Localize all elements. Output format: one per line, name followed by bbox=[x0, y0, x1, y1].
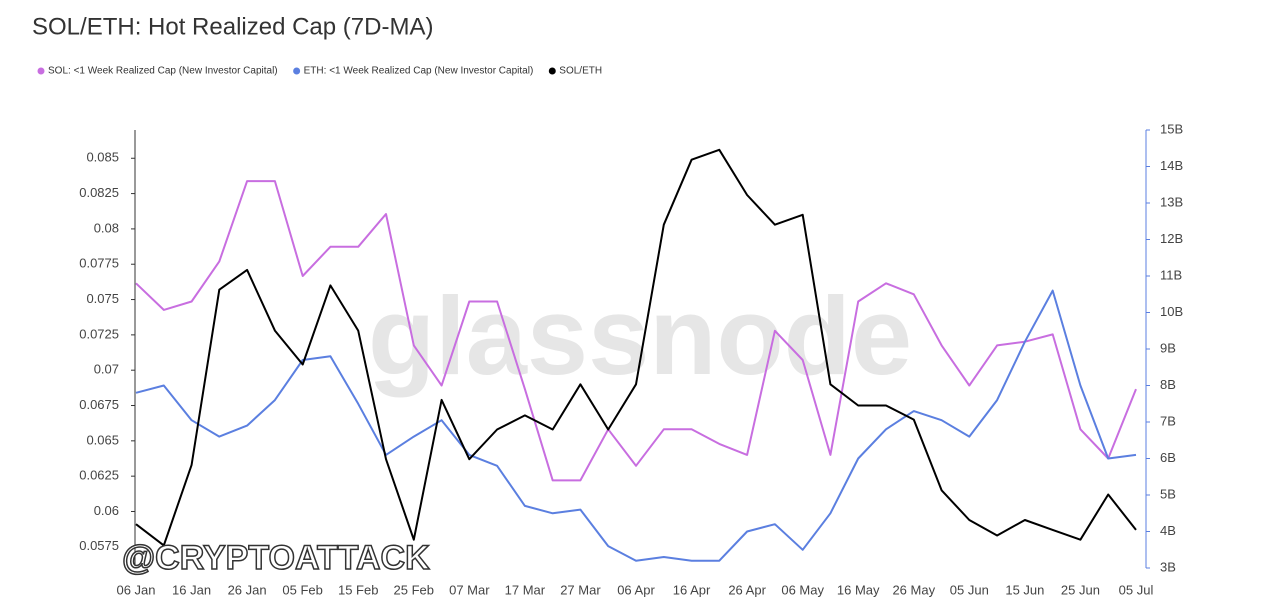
x-tick-label: 25 Feb bbox=[394, 582, 434, 597]
x-tick-label: 06 May bbox=[781, 582, 824, 597]
y-tick-label: 0.085 bbox=[86, 150, 119, 165]
y2-tick-label: 5B bbox=[1160, 486, 1176, 501]
x-tick-label: 06 Jan bbox=[116, 582, 155, 597]
watermark: @CRYPTOATTACK bbox=[122, 539, 430, 577]
x-tick-label: 05 Jul bbox=[1119, 582, 1154, 597]
y2-tick-label: 13B bbox=[1160, 194, 1183, 209]
y-tick-label: 0.065 bbox=[86, 432, 119, 447]
x-tick-label: 07 Mar bbox=[449, 582, 490, 597]
x-tick-label: 26 May bbox=[892, 582, 935, 597]
y-tick-label: 0.0675 bbox=[79, 397, 119, 412]
y-tick-label: 0.075 bbox=[86, 291, 119, 306]
legend-marker bbox=[37, 67, 45, 75]
y-tick-label: 0.07 bbox=[94, 362, 119, 377]
x-tick-label: 16 Jan bbox=[172, 582, 211, 597]
y2-tick-label: 11B bbox=[1160, 267, 1182, 282]
x-tick-label: 26 Apr bbox=[728, 582, 766, 597]
x-tick-label: 06 Apr bbox=[617, 582, 655, 597]
y-tick-label: 0.0825 bbox=[79, 185, 119, 200]
y2-tick-label: 10B bbox=[1160, 304, 1183, 319]
x-tick-label: 05 Feb bbox=[282, 582, 322, 597]
y-tick-label: 0.0725 bbox=[79, 326, 119, 341]
y2-tick-label: 6B bbox=[1160, 450, 1176, 465]
y2-tick-label: 7B bbox=[1160, 413, 1176, 428]
series-line bbox=[135, 180, 1137, 482]
legend-label: SOL/ETH bbox=[559, 66, 602, 77]
y2-tick-label: 9B bbox=[1160, 340, 1176, 355]
plot-area: 0.0575 0.06 0.0625 0.065 0.0675 0.07 0.0725 0.0… bbox=[79, 121, 1183, 597]
series-line bbox=[135, 148, 1137, 547]
legend-label: SOL: <1 Week Realized Cap (New Investor … bbox=[48, 66, 278, 77]
x-tick-label: 16 May bbox=[837, 582, 880, 597]
x-tick-label: 15 Jun bbox=[1005, 582, 1044, 597]
x-tick-label: 05 Jun bbox=[950, 582, 989, 597]
y-tick-label: 0.06 bbox=[94, 503, 119, 518]
y-tick-label: 0.0625 bbox=[79, 468, 119, 483]
x-tick-label: 16 Apr bbox=[673, 582, 711, 597]
x-tick-label: 27 Mar bbox=[560, 582, 601, 597]
series-line bbox=[135, 289, 1137, 562]
x-tick-label: 25 Jun bbox=[1061, 582, 1100, 597]
y2-tick-label: 3B bbox=[1160, 559, 1176, 574]
y-tick-label: 0.0575 bbox=[79, 538, 119, 553]
x-tick-label: 17 Mar bbox=[505, 582, 546, 597]
y2-tick-label: 14B bbox=[1160, 158, 1183, 173]
y2-tick-label: 8B bbox=[1160, 377, 1176, 392]
y-tick-label: 0.08 bbox=[94, 220, 119, 235]
y2-tick-label: 15B bbox=[1160, 121, 1183, 136]
legend-marker bbox=[293, 67, 301, 75]
x-tick-label: 15 Feb bbox=[338, 582, 378, 597]
legend-label: ETH: <1 Week Realized Cap (New Investor … bbox=[304, 66, 534, 77]
y2-tick-label: 4B bbox=[1160, 523, 1176, 538]
y2-tick-label: 12B bbox=[1160, 231, 1183, 246]
x-tick-label: 26 Jan bbox=[228, 582, 267, 597]
y-tick-label: 0.0775 bbox=[79, 256, 119, 271]
legend-marker bbox=[548, 67, 556, 75]
chart-title: SOL/ETH: Hot Realized Cap (7D-MA) bbox=[32, 13, 433, 40]
